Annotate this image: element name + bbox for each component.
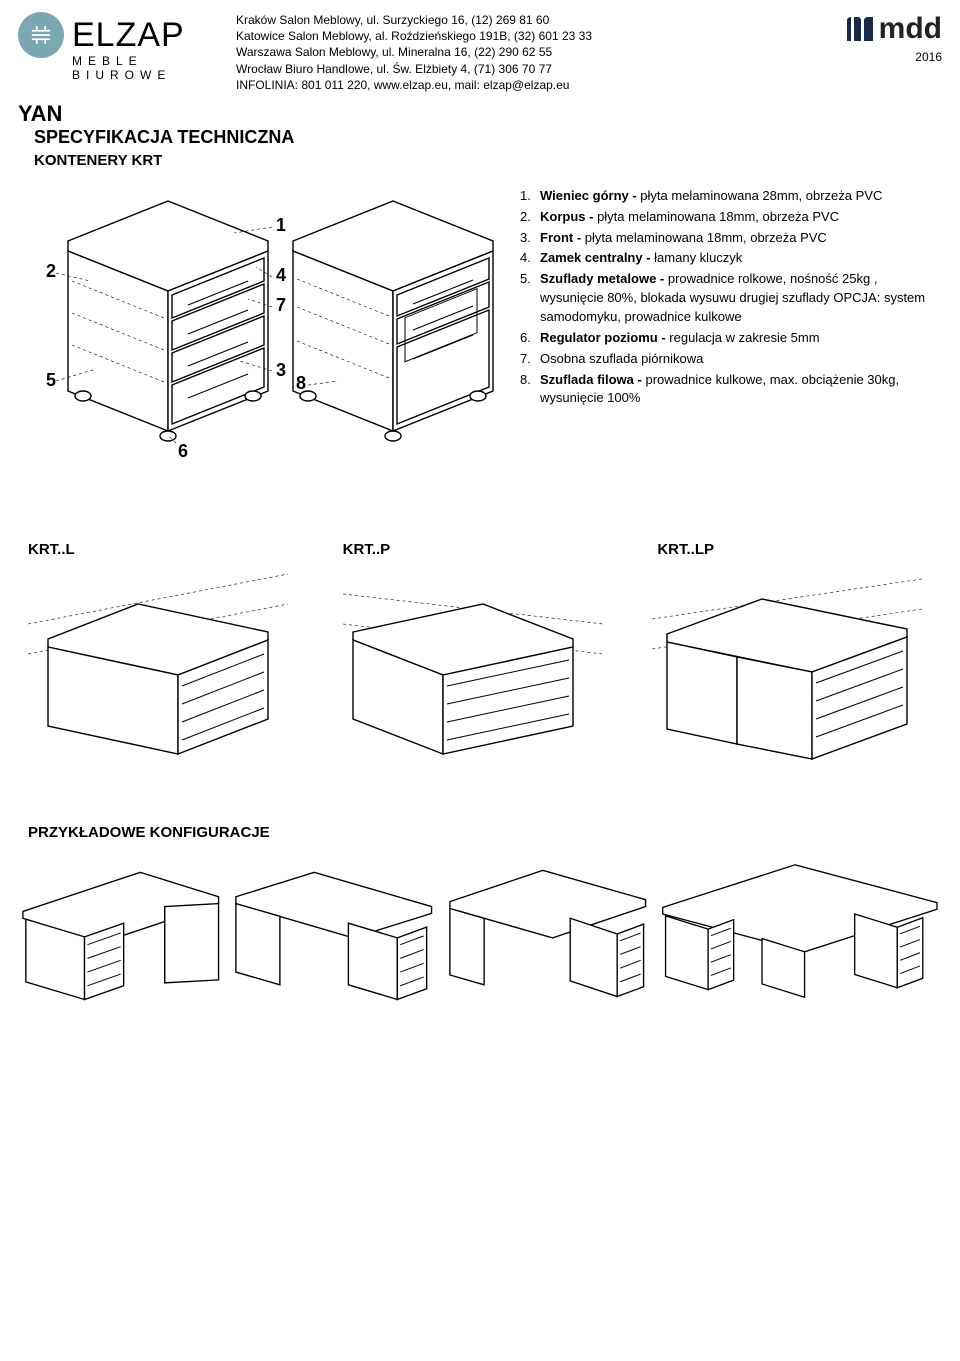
year: 2016 xyxy=(802,50,942,64)
config-1 xyxy=(18,851,223,1011)
address-line: Kraków Salon Meblowy, ul. Surzyckiego 16… xyxy=(236,12,784,28)
spec-list: 1.Wieniec górny - płyta melaminowana 28m… xyxy=(520,181,942,461)
svg-text:7: 7 xyxy=(276,295,286,315)
svg-text:6: 6 xyxy=(178,441,188,461)
brand-icon xyxy=(18,12,64,58)
address-line: Warszawa Salon Meblowy, ul. Mineralna 16… xyxy=(236,44,784,60)
config-3 xyxy=(445,851,650,1011)
spec-row: 2 5 1 4 7 3 8 6 xyxy=(18,181,942,461)
brand-name: ELZAP xyxy=(72,16,185,55)
address-block: Kraków Salon Meblowy, ul. Surzyckiego 16… xyxy=(236,12,784,93)
title-yan: YAN xyxy=(18,101,942,127)
header: ELZAP MEBLE BIUROWE Kraków Salon Meblowy… xyxy=(18,12,942,93)
right-brand-block: mdd 2016 xyxy=(802,12,942,64)
svg-text:2: 2 xyxy=(46,261,56,281)
variant-l: KRT..L xyxy=(18,541,313,764)
brand-block: ELZAP MEBLE BIUROWE xyxy=(18,12,218,82)
variant-p: KRT..P xyxy=(333,541,628,764)
cabinet-diagram: 2 5 1 4 7 3 8 6 xyxy=(18,181,508,461)
title-spec: SPECYFIKACJA TECHNICZNA xyxy=(34,127,942,148)
svg-text:3: 3 xyxy=(276,360,286,380)
variant-lp: KRT..LP xyxy=(647,541,942,764)
variants-row: KRT..L KRT..P xyxy=(18,541,942,764)
title-sub: KONTENERY KRT xyxy=(34,152,942,169)
brand-subtitle: MEBLE BIUROWE xyxy=(72,54,218,82)
svg-text:5: 5 xyxy=(46,370,56,390)
svg-text:8: 8 xyxy=(296,373,306,393)
svg-text:1: 1 xyxy=(276,215,286,235)
config-2 xyxy=(231,851,436,1011)
address-line: Wrocław Biuro Handlowe, ul. Św. Elżbiety… xyxy=(236,61,784,77)
config-title: PRZYKŁADOWE KONFIGURACJE xyxy=(28,824,942,841)
mdd-logo: mdd xyxy=(802,12,942,46)
config-row xyxy=(18,851,942,1011)
address-line: INFOLINIA: 801 011 220, www.elzap.eu, ma… xyxy=(236,77,784,93)
config-4 xyxy=(658,851,942,1011)
svg-text:4: 4 xyxy=(276,265,286,285)
address-line: Katowice Salon Meblowy, al. Roździeńskie… xyxy=(236,28,784,44)
